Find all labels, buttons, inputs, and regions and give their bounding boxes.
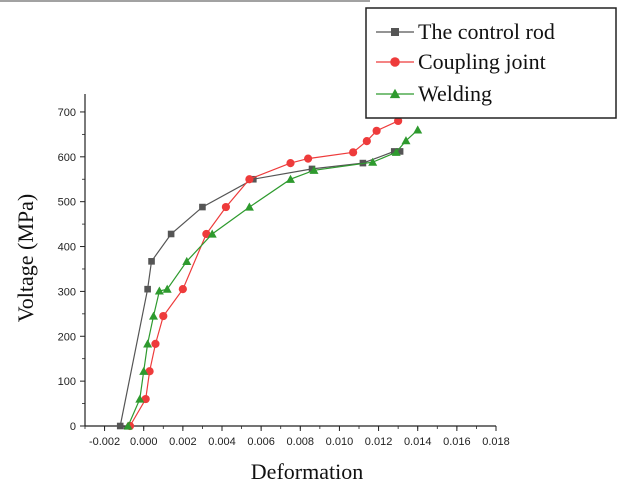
data-point [202, 229, 211, 239]
legend: The control rod Coupling joint Welding [365, 7, 617, 119]
y-tick-label: 400 [58, 242, 76, 254]
data-point [286, 174, 295, 183]
y-axis-title: Voltage (MPa) [13, 194, 38, 323]
y-tick-label: 0 [70, 421, 76, 433]
series-line [119, 150, 401, 427]
data-point [396, 148, 404, 155]
data-point [139, 366, 149, 375]
x-tick-label: 0.010 [326, 436, 354, 448]
series-line [129, 120, 399, 427]
data-point [401, 136, 411, 145]
data-point [145, 367, 154, 376]
legend-marker [390, 57, 400, 67]
data-point [154, 286, 164, 295]
y-tick-label: 100 [58, 376, 76, 388]
data-point [151, 339, 160, 348]
data-point [221, 202, 231, 212]
data-point [244, 202, 254, 211]
data-point [308, 165, 316, 173]
data-point [143, 339, 153, 348]
series-line [127, 129, 419, 427]
x-tick-label: 0.014 [404, 436, 432, 448]
data-point [309, 165, 319, 174]
x-tick-label: 0.006 [247, 436, 275, 448]
x-tick-label: 0.012 [365, 436, 393, 448]
data-point [199, 203, 206, 211]
data-point [135, 394, 145, 403]
x-tick-label: 0.008 [287, 436, 315, 448]
series-layer [116, 116, 423, 431]
x-tick-label: 0.018 [482, 436, 510, 448]
data-point [286, 158, 295, 168]
y-tick-label: 300 [58, 286, 76, 298]
y-tick-label: 600 [58, 152, 76, 164]
legend-label: The control rod [418, 19, 555, 44]
data-point [245, 175, 254, 184]
legend-marker [391, 28, 399, 36]
data-point [413, 125, 423, 134]
data-point [167, 230, 175, 238]
data-point [162, 284, 172, 293]
x-tick-label: 0.016 [443, 436, 471, 448]
data-point [368, 157, 378, 166]
data-point [144, 285, 151, 293]
legend-box [365, 7, 617, 119]
axes: -0.002 0.000 0.002 0.004 0.006 0.008 0.010 0.01… [58, 94, 510, 448]
data-point [149, 311, 158, 320]
x-tick-label: 0.004 [208, 436, 236, 448]
legend-item: Coupling joint [376, 49, 546, 74]
data-point [123, 421, 133, 430]
data-point [148, 258, 155, 265]
series-circle [125, 116, 403, 431]
data-point [178, 285, 187, 294]
data-point [116, 422, 124, 430]
data-point [394, 116, 403, 126]
legend-item: The control rod [376, 19, 555, 44]
x-tick-label: -0.002 [89, 436, 120, 448]
data-point [372, 126, 381, 135]
data-point [349, 148, 358, 157]
data-point [159, 311, 168, 321]
data-point [141, 394, 150, 404]
legend-label: Coupling joint [418, 49, 546, 74]
x-tick-label: 0.002 [169, 436, 197, 448]
data-point [304, 154, 313, 163]
legend-item: Welding [376, 81, 492, 106]
y-tick-label: 500 [58, 197, 76, 209]
x-axis-title: Deformation [251, 459, 363, 484]
legend-label: Welding [418, 81, 492, 106]
data-point [207, 229, 217, 238]
data-point [182, 256, 192, 265]
x-tick-label: 0.000 [130, 436, 158, 448]
series-triangle [123, 125, 423, 430]
y-tick-label: 200 [58, 331, 76, 343]
data-point [391, 147, 401, 156]
data-point [362, 137, 371, 146]
legend-marker [389, 88, 401, 99]
y-tick-label: 700 [58, 107, 76, 119]
